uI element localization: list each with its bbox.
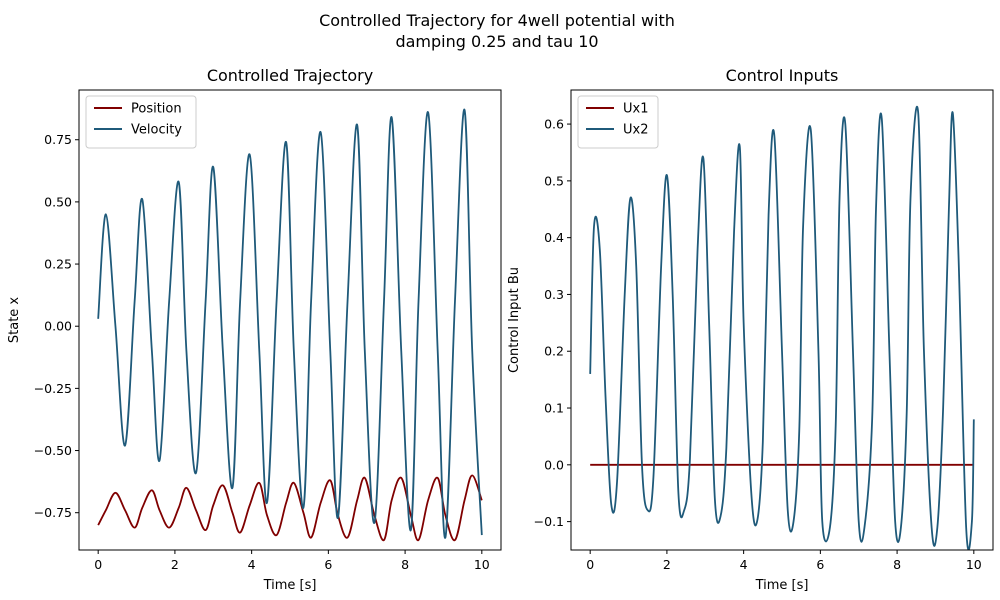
control-yaxis-label: Control Input Bu	[507, 267, 522, 373]
trajectory-xtick-label: 6	[324, 557, 332, 572]
control-series-ux2-line	[589, 105, 975, 550]
trajectory-axes-title: Controlled Trajectory	[207, 66, 373, 85]
figure-suptitle-line2: damping 0.25 and tau 10	[395, 32, 598, 51]
control-xtick-label: 6	[816, 557, 824, 572]
trajectory-series-position-line	[97, 474, 483, 542]
control-axes-title: Control Inputs	[726, 66, 839, 85]
trajectory-xtick-label: 4	[248, 557, 256, 572]
control-ytick-label: 0.6	[544, 117, 564, 132]
control-xtick-label: 2	[663, 557, 671, 572]
control-ytick-label: 0.1	[544, 401, 564, 416]
control-inputs-axes: Control Inputs 0 2 4 6 8 10 −0.1 0.0 0.1 0.2 0.3 0.4…	[507, 66, 994, 593]
trajectory-series-group	[97, 108, 483, 542]
trajectory-yaxis-label: State x	[7, 297, 22, 344]
control-legend-label-ux1: Ux1	[623, 102, 648, 117]
trajectory-xtick-label: 10	[474, 557, 490, 572]
control-series-group	[589, 105, 975, 550]
trajectory-xtick-label: 8	[401, 557, 409, 572]
trajectory-ytick-label: −0.50	[34, 443, 72, 458]
control-ytick-label: 0.3	[544, 287, 564, 302]
control-xtick-label: 0	[586, 557, 594, 572]
trajectory-ytick-label: 0.00	[44, 319, 72, 334]
trajectory-ytick-label: 0.75	[44, 132, 72, 147]
trajectory-axes: Controlled Trajectory 0 2 4 6 8 10 −0.75 −0.50 −0…	[7, 66, 502, 593]
trajectory-xtick-label: 0	[94, 557, 102, 572]
control-xaxis-label: Time [s]	[755, 578, 809, 593]
trajectory-legend-label-position: Position	[131, 102, 182, 117]
trajectory-xtick-label: 2	[171, 557, 179, 572]
trajectory-ytick-label: −0.75	[34, 505, 72, 520]
control-ytick-label: 0.4	[544, 230, 564, 245]
control-xtick-label: 10	[966, 557, 982, 572]
control-legend-label-ux2: Ux2	[623, 123, 648, 138]
control-xtick-label: 8	[893, 557, 901, 572]
trajectory-ytick-label: 0.25	[44, 257, 72, 272]
control-ytick-label: 0.5	[544, 173, 564, 188]
trajectory-xaxis-label: Time [s]	[263, 578, 317, 593]
trajectory-ytick-label: −0.25	[34, 381, 72, 396]
figure-suptitle-line1: Controlled Trajectory for 4well potentia…	[319, 11, 675, 30]
trajectory-legend-label-velocity: Velocity	[131, 123, 182, 138]
control-ytick-label: 0.2	[544, 344, 564, 359]
control-ytick-label: −0.1	[534, 514, 564, 529]
control-ytick-label: 0.0	[544, 457, 564, 472]
trajectory-axes-frame	[78, 89, 502, 551]
control-axes-frame	[570, 89, 994, 551]
trajectory-series-velocity-line	[97, 108, 483, 539]
control-xtick-label: 4	[740, 557, 748, 572]
trajectory-ytick-label: 0.50	[44, 194, 72, 209]
